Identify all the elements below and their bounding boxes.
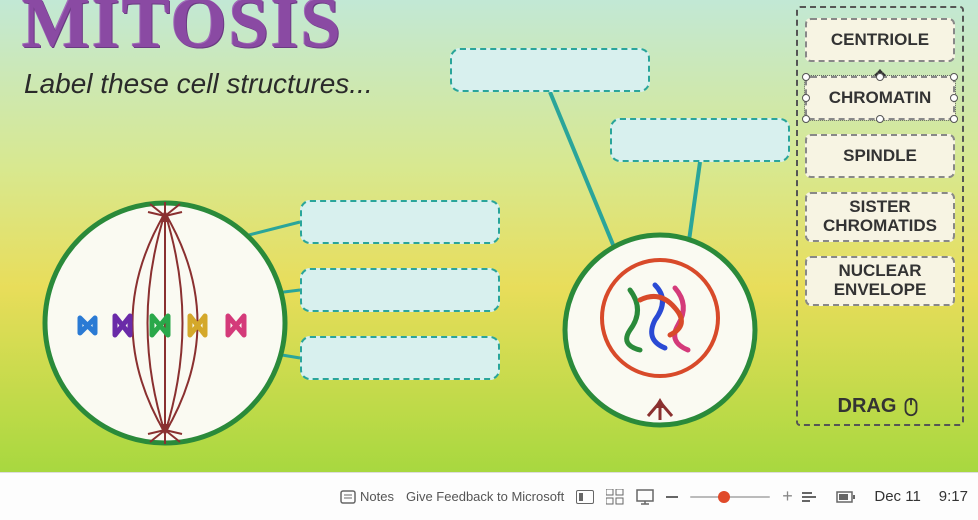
grid-icon	[606, 489, 624, 505]
slideshow-icon	[636, 489, 654, 505]
drag-footer: DRAG	[838, 395, 923, 418]
drag-label-text: CENTRIOLE	[831, 31, 929, 50]
zoom-slider[interactable]	[690, 496, 770, 498]
slide-title: MITOSIS	[22, 0, 343, 65]
drag-label-text: NUCLEAR ENVELOPE	[809, 262, 951, 299]
drag-label-text: SPINDLE	[843, 147, 917, 166]
feedback-label: Give Feedback to Microsoft	[406, 489, 564, 504]
view-grid-button[interactable]	[606, 489, 624, 505]
drag-footer-text: DRAG	[838, 395, 897, 418]
drag-label-nuclear-envelope[interactable]: NUCLEAR ENVELOPE	[805, 256, 955, 306]
notes-label: Notes	[360, 489, 394, 504]
drag-label-chromatin[interactable]: CHROMATIN ✥	[805, 76, 955, 120]
drag-label-text: SISTER CHROMATIDS	[809, 198, 951, 235]
zoom-thumb[interactable]	[718, 491, 730, 503]
view-icon	[576, 490, 594, 504]
drop-box-5[interactable]	[610, 118, 790, 162]
zoom-out-button[interactable]	[666, 496, 678, 498]
cell-mitotic	[40, 198, 290, 448]
drag-label-centriole[interactable]: CENTRIOLE	[805, 18, 955, 62]
cell-interphase	[560, 230, 760, 430]
status-bar: Notes Give Feedback to Microsoft	[0, 472, 978, 520]
drag-label-spindle[interactable]: SPINDLE	[805, 134, 955, 178]
battery-icon	[836, 491, 856, 503]
drag-panel: CENTRIOLE CHROMATIN ✥ SPINDLE SISTER CHR…	[796, 6, 964, 426]
drop-box-2[interactable]	[300, 268, 500, 312]
minus-icon	[666, 496, 678, 498]
drop-box-4[interactable]	[450, 48, 650, 92]
menu-icon	[800, 490, 818, 504]
drag-label-text: CHROMATIN	[829, 89, 932, 108]
time-display: 9:17	[939, 488, 968, 505]
mouse-icon	[900, 396, 922, 418]
notes-icon	[340, 490, 356, 504]
date-display: Dec 11	[874, 488, 920, 505]
slide-subtitle: Label these cell structures...	[24, 68, 373, 100]
drop-box-3[interactable]	[300, 336, 500, 380]
drag-label-sister-chromatids[interactable]: SISTER CHROMATIDS	[805, 192, 955, 242]
notes-button[interactable]: Notes	[340, 489, 394, 504]
view-normal-button[interactable]	[576, 490, 594, 504]
feedback-button[interactable]: Give Feedback to Microsoft	[406, 489, 564, 504]
view-slideshow-button[interactable]	[636, 489, 654, 505]
slide-canvas: MITOSIS Label these cell structures...	[0, 0, 978, 480]
drop-box-1[interactable]	[300, 200, 500, 244]
plus-icon: +	[782, 486, 793, 507]
zoom-in-button[interactable]: +	[782, 486, 793, 507]
menu-button[interactable]	[800, 490, 818, 504]
battery-button[interactable]	[836, 491, 856, 503]
